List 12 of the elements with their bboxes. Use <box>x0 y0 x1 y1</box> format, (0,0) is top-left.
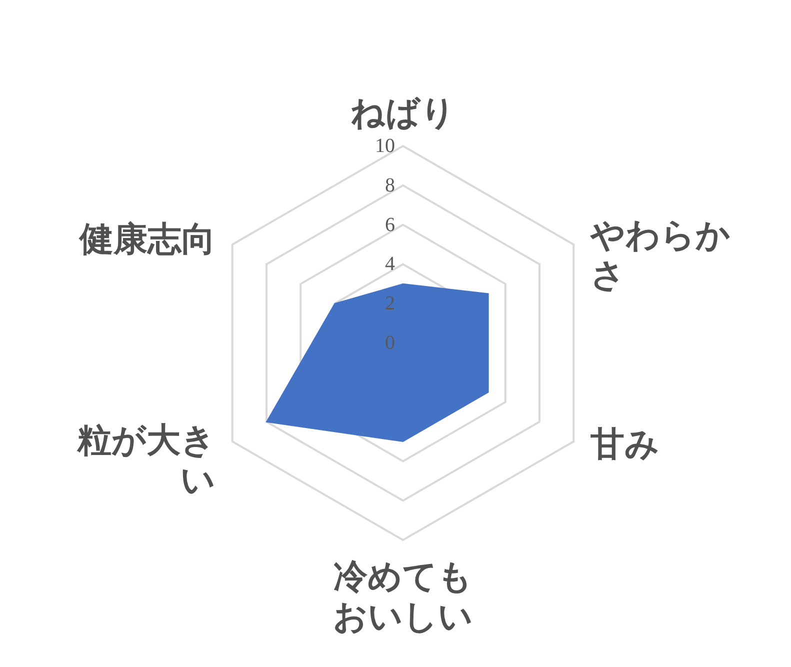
spoke-label: 粒が大きい <box>76 420 216 500</box>
y-tick-label: 6 <box>385 214 395 236</box>
y-tick-label: 4 <box>385 253 395 276</box>
spoke-label: 冷めてもおいしい <box>333 557 473 637</box>
spoke-label: 甘み <box>590 424 660 464</box>
spoke-label: やわらかさ <box>590 216 731 296</box>
y-tick-label: 8 <box>385 174 395 196</box>
y-tick-label: 0 <box>385 332 395 354</box>
spoke-label: 健康志向 <box>78 220 216 260</box>
spoke-label: ねばり <box>350 93 456 133</box>
y-tick-label: 10 <box>375 135 395 157</box>
y-tick-label: 2 <box>385 292 395 315</box>
